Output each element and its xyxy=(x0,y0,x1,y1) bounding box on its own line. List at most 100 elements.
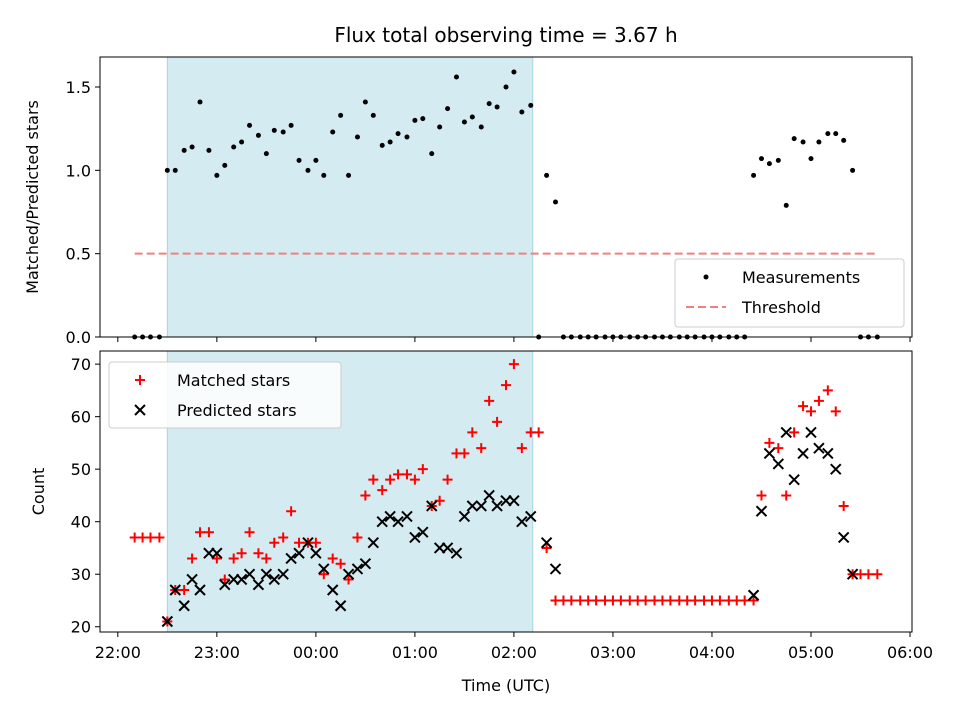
matched-star-point xyxy=(203,527,214,538)
matched-star-point xyxy=(492,416,503,427)
matched-star-point xyxy=(417,464,428,475)
predicted-star-point xyxy=(351,563,364,575)
predicted-star-point xyxy=(293,547,305,559)
predicted-star-point xyxy=(367,537,380,549)
measurement-point xyxy=(833,131,839,137)
predicted-star-point xyxy=(417,526,429,538)
predicted-star-point xyxy=(334,600,347,612)
matched-star-point xyxy=(748,595,759,606)
x-tick-label: 01:00 xyxy=(392,643,438,662)
matched-star-point xyxy=(467,427,478,438)
predicted-star-point xyxy=(747,589,760,601)
y-tick-label: 0.5 xyxy=(66,245,91,264)
measurement-point xyxy=(395,131,401,137)
matched-star-point xyxy=(195,527,206,538)
measurement-point xyxy=(197,99,203,105)
predicted-star-point xyxy=(458,510,471,523)
matched-star-point xyxy=(228,553,239,564)
matched-star-point xyxy=(533,427,544,438)
y-tick-label: 50 xyxy=(71,460,91,479)
predicted-star-point xyxy=(491,500,503,512)
predicted-star-point xyxy=(466,500,479,512)
predicted-star-point xyxy=(837,531,850,544)
y-tick-label: 1.0 xyxy=(66,161,91,180)
count-y-axis-label: Count xyxy=(29,468,48,516)
measurement-point xyxy=(825,131,831,137)
matched-star-point xyxy=(781,490,792,501)
predicted-star-point xyxy=(285,552,297,565)
predicted-star-point xyxy=(186,573,198,586)
predicted-star-point xyxy=(409,531,421,544)
measurement-point xyxy=(231,144,237,150)
matched-star-point xyxy=(409,474,420,485)
ratio-panel: 0.0 0.5 1.0 1.5 Matched/Predicted stars Mea… xyxy=(23,56,913,347)
matched-star-point xyxy=(756,490,767,501)
y-tick-label: 30 xyxy=(71,565,91,584)
measurement-point xyxy=(445,106,451,112)
matched-star-point xyxy=(154,532,165,543)
matched-star-point xyxy=(286,506,297,517)
predicted-star-point xyxy=(252,579,265,591)
matched-star-point xyxy=(476,443,487,454)
matched-star-point xyxy=(789,427,800,438)
measurement-point xyxy=(478,124,484,130)
measurement-point xyxy=(429,151,435,157)
measurement-point xyxy=(214,172,220,178)
chart-title: Flux total observing time = 3.67 h xyxy=(334,23,677,47)
matched-star-point xyxy=(665,595,676,606)
y-tick-label: 1.5 xyxy=(66,78,91,97)
measurement-point xyxy=(494,104,500,110)
predicted-star-point xyxy=(426,500,438,512)
ratio-plot-frame xyxy=(99,56,913,338)
measurement-point xyxy=(437,124,443,130)
measurement-point xyxy=(453,74,459,80)
matched-star-point xyxy=(508,359,519,370)
matched-star-point xyxy=(352,532,363,543)
predicted-star-point xyxy=(318,563,330,575)
matched-star-point xyxy=(872,569,883,580)
predicted-star-point xyxy=(243,568,256,580)
measurement-point xyxy=(486,101,492,107)
predicted-star-point xyxy=(219,579,231,591)
x-tick-label: 00:00 xyxy=(293,643,339,662)
matched-star-point xyxy=(244,527,255,538)
predicted-star-point xyxy=(475,500,487,512)
y-tick-label: 0.0 xyxy=(66,328,91,347)
predicted-star-point xyxy=(359,558,372,570)
legend-box xyxy=(674,258,905,328)
matched-star-point xyxy=(377,485,388,496)
matched-star-point xyxy=(566,595,577,606)
matched-star-point xyxy=(739,595,750,606)
x-tick-label: 03:00 xyxy=(590,643,636,662)
measurement-point xyxy=(330,129,336,135)
predicted-star-point xyxy=(805,426,817,439)
predicted-star-point xyxy=(161,615,174,628)
measurement-point xyxy=(379,142,385,148)
predicted-star-point xyxy=(211,547,223,559)
y-tick-label: 40 xyxy=(71,513,91,532)
predicted-star-point xyxy=(763,447,776,460)
predicted-star-point xyxy=(441,542,454,554)
measurement-point xyxy=(362,99,368,105)
measurement-point xyxy=(461,119,467,125)
predicted-star-point xyxy=(780,426,792,439)
measurement-point xyxy=(503,84,509,90)
count-plot-frame xyxy=(99,350,913,633)
matched-star-point xyxy=(690,595,701,606)
legend-predicted-label: Predicted stars xyxy=(177,401,297,420)
matched-star-point xyxy=(327,553,338,564)
y-tick-label: 60 xyxy=(71,408,91,427)
matched-star-point xyxy=(187,553,198,564)
x-axis-label: Time (UTC) xyxy=(461,676,550,695)
matched-star-point xyxy=(516,443,527,454)
matched-star-point xyxy=(773,443,784,454)
measurement-point xyxy=(511,69,517,75)
measurement-point xyxy=(271,127,277,133)
x-tick-label: 02:00 xyxy=(491,643,537,662)
matched-star-point xyxy=(863,569,874,580)
matched-star-point xyxy=(219,574,230,585)
legend-predicted-marker xyxy=(134,404,146,416)
matched-star-point xyxy=(253,548,264,559)
matched-star-point xyxy=(294,537,305,548)
matched-star-point xyxy=(798,401,809,412)
